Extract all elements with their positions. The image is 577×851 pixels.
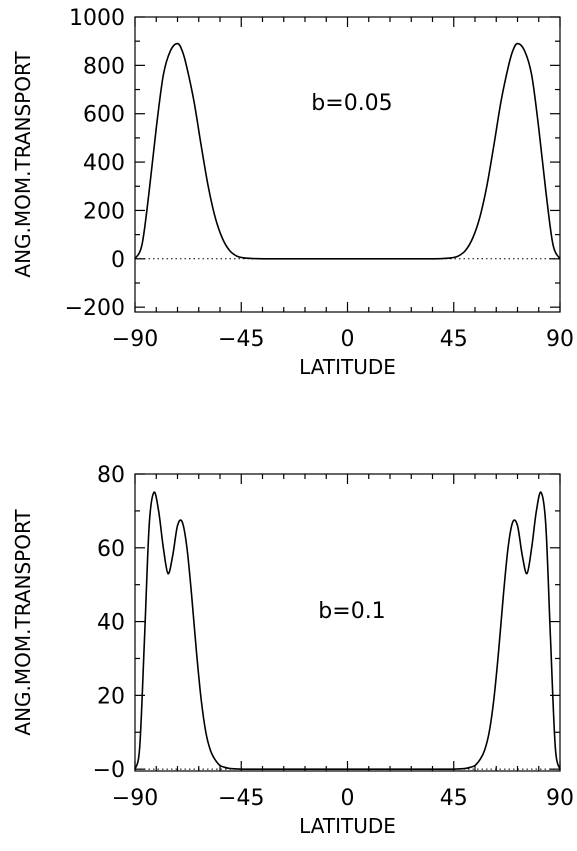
- x-axis-title: LATITUDE: [299, 355, 396, 379]
- y-tick-label: 800: [83, 54, 125, 79]
- x-tick-label: −45: [218, 786, 264, 811]
- chart-1: −90 −45 0 45 90 −200 0 200 400 600 800 1000 LATITUDE…: [11, 6, 574, 379]
- y-tick-label: −0: [93, 758, 125, 783]
- y-axis-title: ANG.MOM.TRANSPORT: [11, 51, 35, 278]
- y-tick-label: 1000: [69, 6, 125, 31]
- x-tick-label: 45: [440, 327, 468, 352]
- y-tick-label: 20: [97, 684, 125, 709]
- series-line-1: [134, 42, 561, 260]
- x-tick-label: −45: [218, 327, 264, 352]
- y-axis-title: ANG.MOM.TRANSPORT: [11, 509, 35, 736]
- parameter-annotation: b=0.05: [311, 91, 392, 116]
- x-tick-label: −90: [112, 786, 158, 811]
- y-tick-label: 400: [83, 151, 125, 176]
- x-tick-label: 0: [341, 786, 355, 811]
- y-tick-label: −200: [65, 296, 125, 321]
- y-tick-label: 40: [97, 611, 125, 636]
- y-tick-label: 60: [97, 537, 125, 562]
- parameter-annotation: b=0.1: [318, 599, 385, 624]
- x-axis-title: LATITUDE: [299, 814, 396, 838]
- plot-frame: [134, 16, 561, 313]
- y-tick-label: 200: [83, 199, 125, 224]
- chart-2: −90 −45 0 45 90 −0 20 40 60 80 LATITUDE ANG.MOM.TRA…: [11, 463, 574, 838]
- y-tick-label: 0: [111, 248, 125, 273]
- y-tick-label: 80: [97, 463, 125, 488]
- x-tick-label: 45: [440, 786, 468, 811]
- x-tick-label: 90: [546, 327, 574, 352]
- series-line-1: [134, 491, 561, 770]
- x-tick-label: 0: [341, 327, 355, 352]
- y-tick-label: 600: [83, 103, 125, 128]
- x-tick-label: −90: [112, 327, 158, 352]
- x-tick-label: 90: [546, 786, 574, 811]
